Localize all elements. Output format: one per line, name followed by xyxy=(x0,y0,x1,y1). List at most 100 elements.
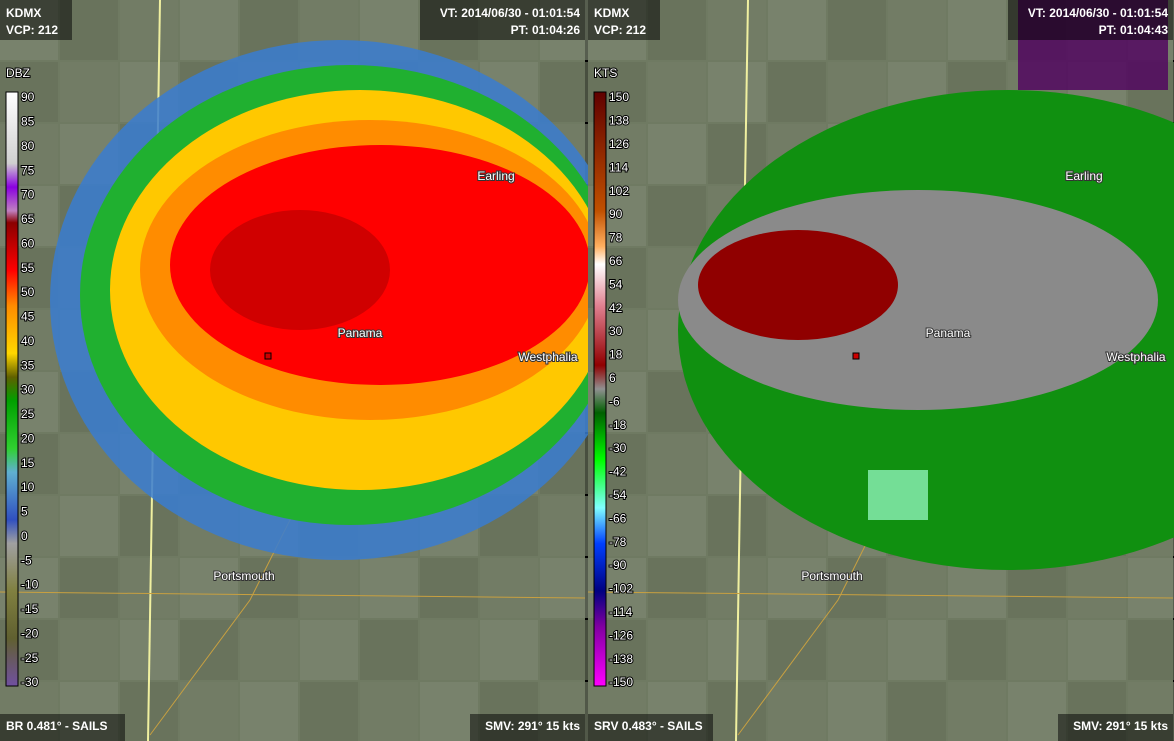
legend-label: 6 xyxy=(609,371,616,385)
map-field xyxy=(1128,620,1174,680)
map-field xyxy=(240,620,298,680)
legend-label: -20 xyxy=(21,626,39,640)
legend-label: 35 xyxy=(21,358,35,372)
map-field xyxy=(360,558,418,618)
legend-label: -30 xyxy=(21,675,39,689)
map-field xyxy=(360,682,418,741)
radar-panel: Earling Panama Westphalia Portsmouth KDMX VCP… xyxy=(0,0,630,741)
map-field xyxy=(768,682,826,741)
map-field xyxy=(948,682,1006,741)
legend-label: -25 xyxy=(21,651,39,665)
map-field xyxy=(60,62,118,122)
map-field xyxy=(708,0,766,60)
legend-label: -90 xyxy=(609,558,627,572)
map-field xyxy=(1068,620,1126,680)
footer-box xyxy=(1058,714,1173,741)
legend-label: 55 xyxy=(21,261,35,275)
place-label: Panama xyxy=(338,326,383,340)
map-field xyxy=(60,620,118,680)
map-field xyxy=(480,620,538,680)
legend-label: 150 xyxy=(609,90,629,104)
map-field xyxy=(828,620,886,680)
legend-unit: DBZ xyxy=(6,66,30,80)
place-label: Earling xyxy=(1065,169,1102,183)
legend-label: 60 xyxy=(21,236,35,250)
map-field xyxy=(300,558,358,618)
legend-label: -10 xyxy=(21,578,39,592)
legend-label: 30 xyxy=(21,383,35,397)
echo xyxy=(698,230,898,340)
map-field xyxy=(240,682,298,741)
map-field xyxy=(420,682,478,741)
product-name: SRV 0.483° - SAILS xyxy=(594,719,703,733)
product-time: PT: 01:04:26 xyxy=(511,23,581,37)
map-field xyxy=(240,558,298,618)
map-field xyxy=(180,682,238,741)
legend-label: -150 xyxy=(609,675,633,689)
header-box xyxy=(420,0,585,40)
legend-label: -15 xyxy=(21,602,39,616)
legend-label: 25 xyxy=(21,407,35,421)
legend-label: -6 xyxy=(609,394,620,408)
legend-label: 102 xyxy=(609,184,629,198)
map-field xyxy=(648,434,706,494)
map-field xyxy=(888,558,946,618)
legend-label: 78 xyxy=(609,231,623,245)
map-field xyxy=(768,62,826,122)
legend-label: 20 xyxy=(21,431,35,445)
legend-label: 50 xyxy=(21,285,35,299)
road xyxy=(587,591,1174,599)
legend-label: -114 xyxy=(609,605,632,619)
legend-label: -18 xyxy=(609,418,627,432)
legend-label: 126 xyxy=(609,137,629,151)
map-field xyxy=(708,496,766,556)
legend-label: 40 xyxy=(21,334,35,348)
storm-motion: SMV: 291° 15 kts xyxy=(1073,719,1168,733)
map-field xyxy=(120,558,178,618)
legend-label: -30 xyxy=(609,441,627,455)
legend-label: 75 xyxy=(21,163,35,177)
valid-time: VT: 2014/06/30 - 01:01:54 xyxy=(440,6,580,20)
map-field xyxy=(768,620,826,680)
map-field xyxy=(648,558,706,618)
legend-label: 80 xyxy=(21,139,35,153)
legend-bar xyxy=(5,91,19,687)
map-field xyxy=(180,620,238,680)
map-field xyxy=(420,620,478,680)
radar-panel: Earling Panama Westphalia Portsmouth KDMX VCP… xyxy=(587,0,1174,741)
legend-label: 70 xyxy=(21,188,35,202)
road xyxy=(0,591,586,599)
legend-label: -54 xyxy=(609,488,627,502)
radar-site xyxy=(264,352,272,360)
legend-label: 5 xyxy=(21,505,28,519)
map-field xyxy=(1128,558,1174,618)
legend-label: 85 xyxy=(21,115,35,129)
vcp: VCP: 212 xyxy=(594,23,646,37)
map-field xyxy=(708,558,766,618)
footer-box xyxy=(470,714,585,741)
map-field xyxy=(1068,558,1126,618)
place-label: Portsmouth xyxy=(801,569,862,583)
legend-label: -5 xyxy=(21,553,32,567)
echo xyxy=(210,210,390,330)
map-field xyxy=(888,682,946,741)
product-time: PT: 01:04:43 xyxy=(1099,23,1169,37)
map-field xyxy=(360,620,418,680)
legend-label: 54 xyxy=(609,277,623,291)
map-field xyxy=(768,558,826,618)
footer-box xyxy=(588,714,713,741)
legend-label: 30 xyxy=(609,324,623,338)
footer-box xyxy=(0,714,125,741)
map-field xyxy=(648,124,706,184)
legend-label: 18 xyxy=(609,348,623,362)
place-label: Westphalia xyxy=(518,350,577,364)
legend-label: 0 xyxy=(21,529,28,543)
map-field xyxy=(120,0,178,60)
legend-label: -66 xyxy=(609,511,627,525)
site-id: KDMX xyxy=(594,6,629,20)
valid-time: VT: 2014/06/30 - 01:01:54 xyxy=(1028,6,1168,20)
map-field xyxy=(1008,620,1066,680)
legend-label: -138 xyxy=(609,652,633,666)
header-box xyxy=(588,0,660,40)
